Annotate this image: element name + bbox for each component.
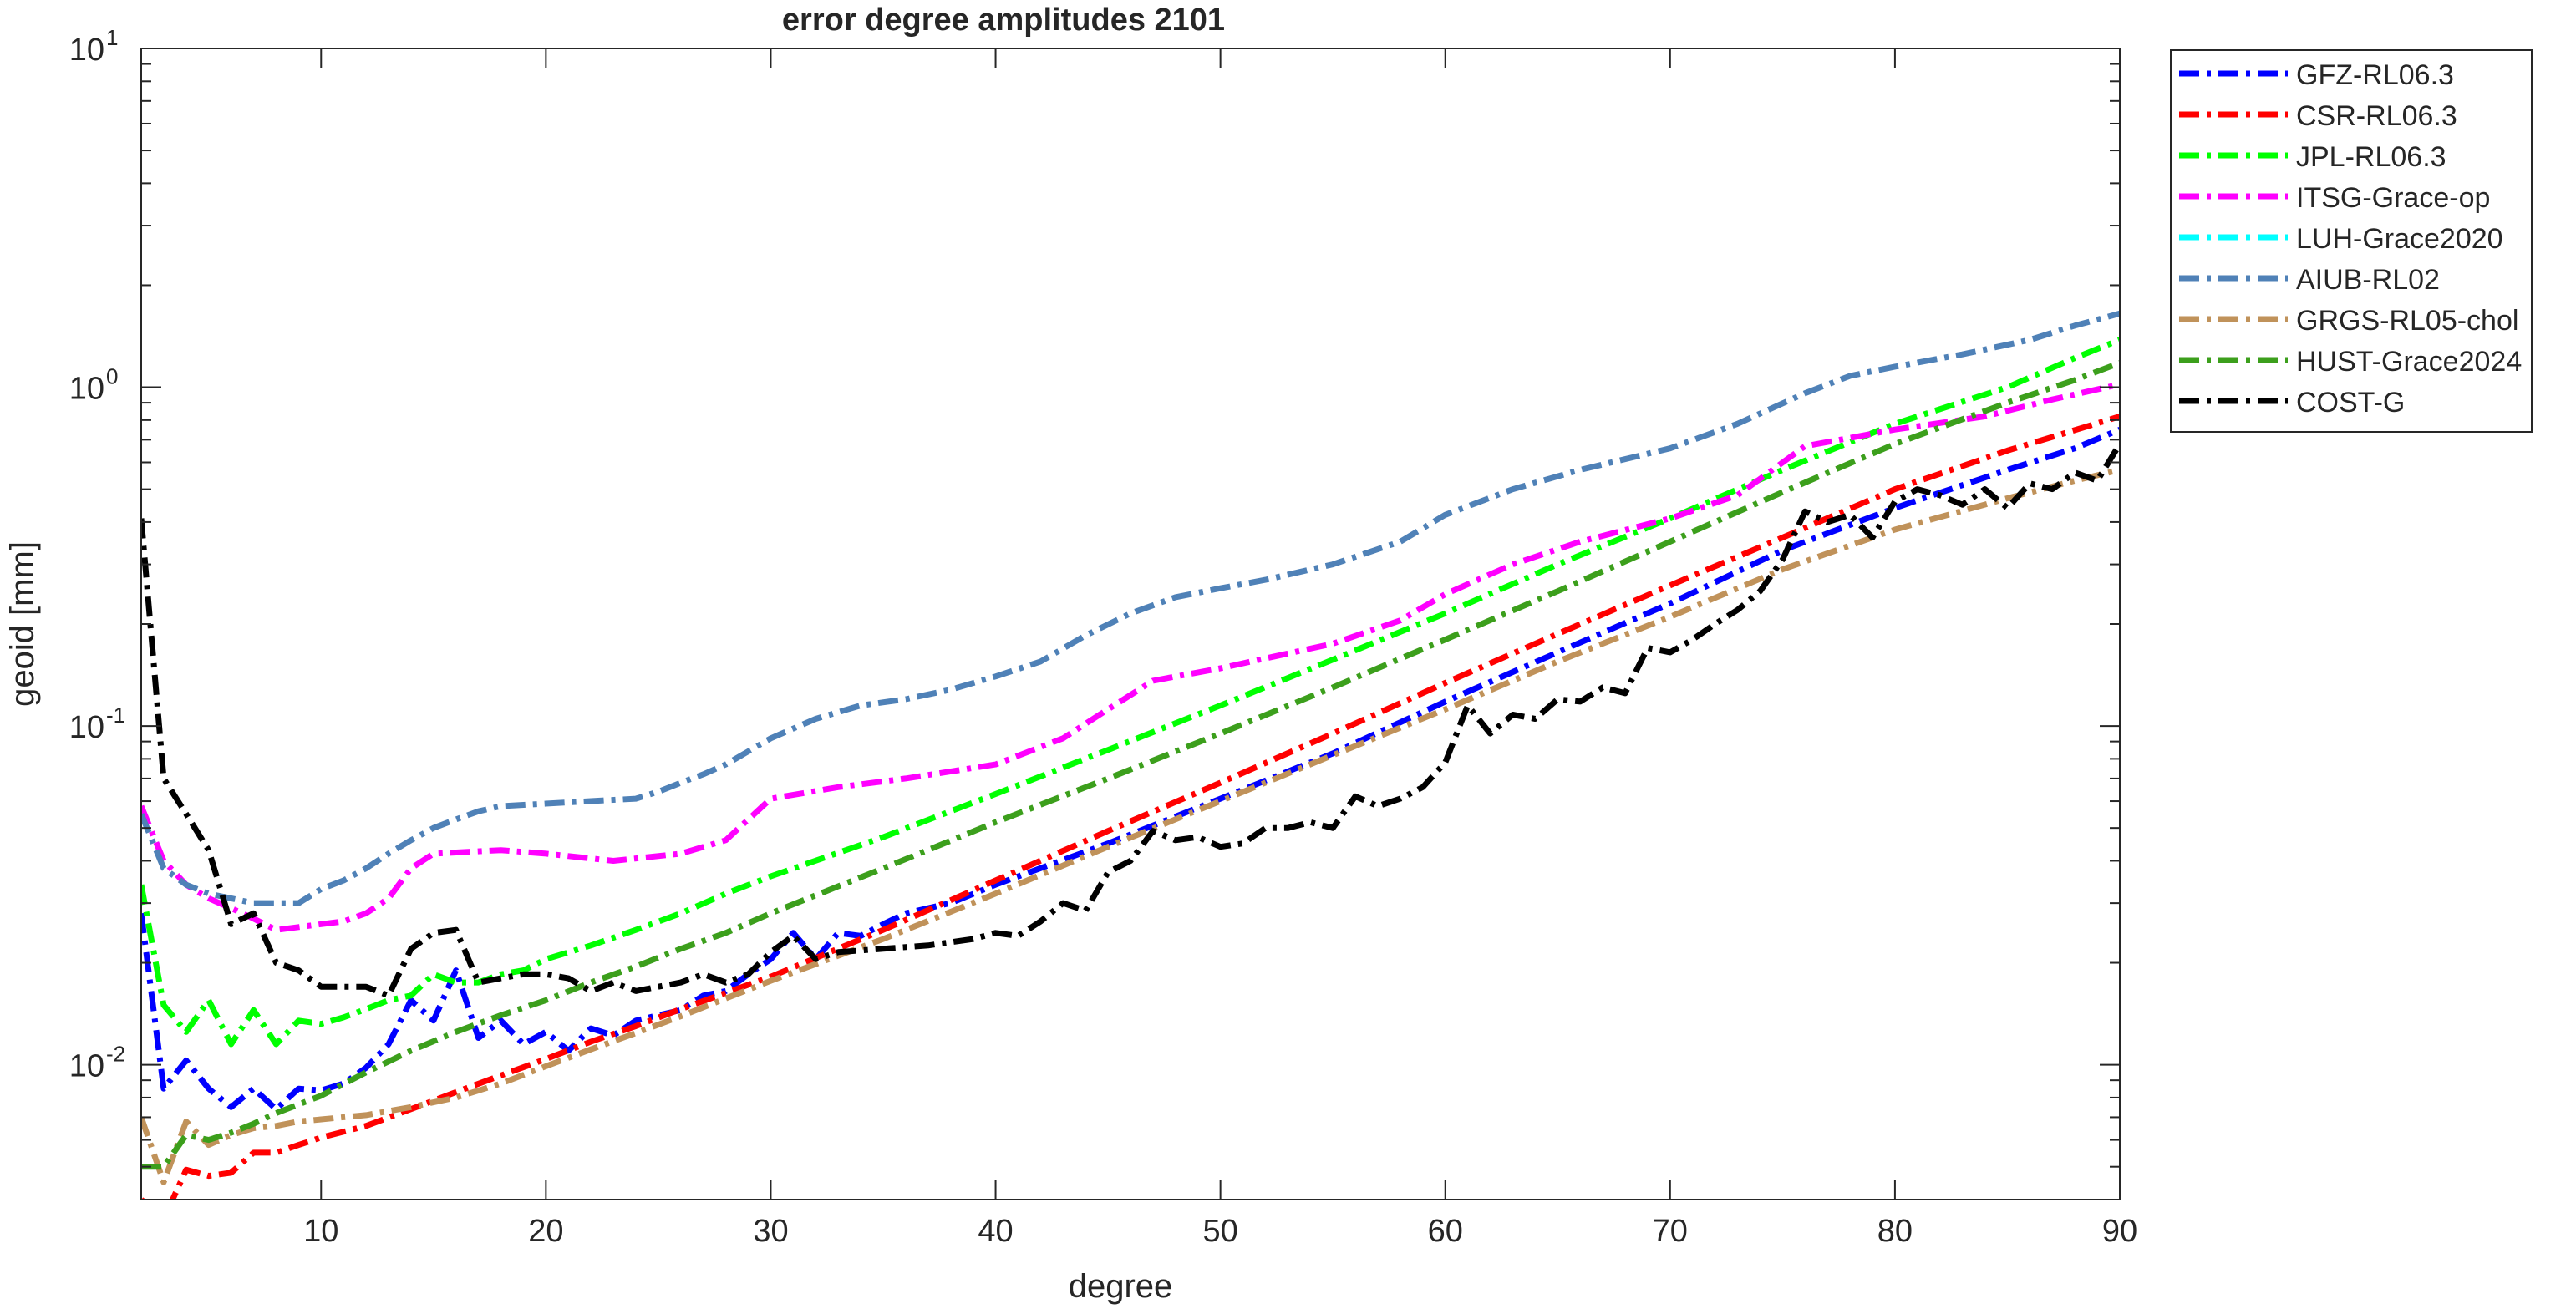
series-line-7 [141,360,2120,1170]
legend-label: AIUB-RL02 [2296,264,2440,296]
legend-label: CSR-RL06.3 [2296,100,2457,132]
series-line-8 [141,442,2120,999]
plot-lines [141,310,2120,1200]
y-tick-label: 10 [69,372,104,407]
x-tick-label: 20 [528,1214,563,1249]
legend-label: ITSG-Grace-op [2296,182,2490,214]
legend-label: LUH-Grace2020 [2296,223,2503,255]
x-tick-label: 60 [1428,1214,1463,1249]
x-tick-label: 50 [1202,1214,1237,1249]
x-tick-label: 10 [303,1214,338,1249]
series-line-5 [141,310,2120,906]
legend-label: COST-G [2296,387,2405,419]
legend-label: JPL-RL06.3 [2296,141,2446,173]
x-tick-label: 30 [753,1214,788,1249]
plot-frame [140,48,2121,1200]
chart-title: error degree amplitudes 2101 [782,3,1225,38]
y-axis-label: geoid [mm] [4,541,41,707]
series-line-2 [141,337,2120,1048]
y-tick-label: 10 [69,1049,104,1084]
x-tick-label: 80 [1877,1214,1913,1249]
y-tick-exponent: -1 [106,703,125,728]
series-line-0 [141,426,2120,1113]
series-line-1 [141,414,2120,1200]
y-tick-label: 10 [69,33,104,68]
y-tick-exponent: 1 [106,25,118,50]
legend: GFZ-RL06.3 CSR-RL06.3 JPL-RL06.3 ITSG-Grace… [2170,49,2533,433]
legend-label: GFZ-RL06.3 [2296,59,2454,91]
x-tick-label: 90 [2102,1214,2137,1249]
legend-label: HUST-Grace2024 [2296,346,2522,378]
y-tick-exponent: 0 [106,364,118,389]
series-line-3 [141,381,2120,933]
x-tick-label: 40 [978,1214,1013,1249]
legend-label: GRGS-RL05-chol [2296,305,2518,337]
y-tick-exponent: -2 [106,1042,125,1067]
x-axis-label: degree [1069,1268,1173,1305]
y-tick-label: 10 [69,710,104,745]
x-tick-label: 70 [1653,1214,1688,1249]
